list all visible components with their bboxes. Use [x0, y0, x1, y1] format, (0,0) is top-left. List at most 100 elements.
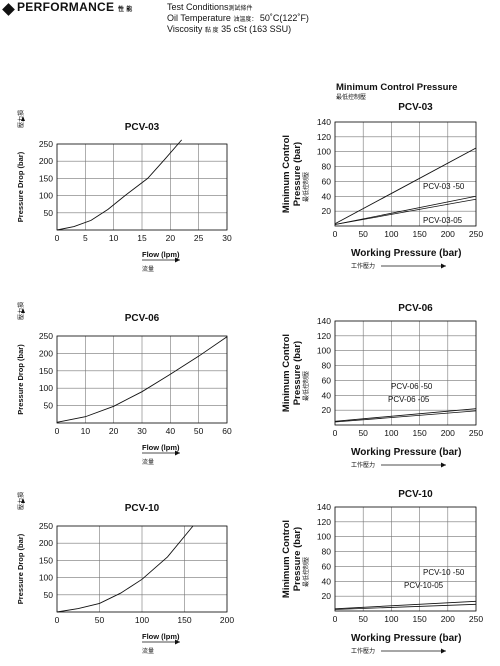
x-tick-label: 60	[222, 426, 232, 436]
chart-pressure-drop-pcv06: PCV-06 0 10 20 30 40 50 60 50 100 150 200 250 Flow (l…	[16, 302, 232, 466]
x-tick-label: 250	[469, 229, 483, 239]
series-line	[56, 525, 194, 613]
y-tick-label: 200	[39, 538, 53, 548]
test-conditions-heading: Test Conditions測試條件	[167, 2, 253, 15]
y-tick-label: 100	[39, 191, 53, 201]
series-line	[334, 198, 477, 225]
y-tick-label: 250	[39, 331, 53, 341]
section-title: Minimum Control Pressure	[336, 82, 458, 93]
x-tick-label: 20	[166, 233, 176, 243]
x-tick-label: 250	[469, 428, 483, 438]
x-tick-label: 5	[83, 233, 88, 243]
series-label: PCV-10 -50	[423, 568, 465, 577]
x-tick-label: 0	[333, 614, 338, 624]
y-tick-label: 50	[44, 208, 54, 218]
series-line	[334, 147, 477, 225]
chart-min-control-pcv10: PCV-10 0 50 100 150 200 250 20 40 60 80 100 120 140 PC…	[281, 489, 483, 655]
y-axis-arrow-icon	[21, 498, 25, 503]
y-tick-label: 80	[322, 547, 332, 557]
x-tick-label: 100	[384, 229, 398, 239]
y-tick-label: 250	[39, 139, 53, 149]
y-tick-label: 20	[322, 206, 332, 216]
chart-min-control-pcv06: PCV-06 0 50 100 150 200 250 20 40 60 80 100 120 140 PC…	[281, 303, 483, 469]
x-axis-arrow-icon	[441, 263, 446, 269]
y-tick-label: 200	[39, 348, 53, 358]
series-line	[334, 408, 477, 422]
y-tick-label: 100	[39, 383, 53, 393]
y-tick-label: 60	[322, 375, 332, 385]
y-tick-label: 150	[39, 173, 53, 183]
plot-frame	[334, 121, 477, 227]
chart-pressure-drop-pcv03: PCV-03 0 5 10 15 20 25 30 50 100 150 200 250 Flow (lp…	[16, 110, 232, 273]
x-axis-label: Flow (lpm)	[142, 250, 180, 259]
x-tick-label: 100	[384, 428, 398, 438]
oil-temperature-line: Oil Temperature 油溫度： 50˚C(122˚F)	[167, 13, 309, 26]
x-tick-label: 100	[135, 615, 149, 625]
x-axis-arrow-icon	[441, 462, 446, 468]
plot-frame	[56, 143, 228, 231]
y-tick-label: 20	[322, 405, 332, 415]
x-tick-label: 200	[441, 428, 455, 438]
x-tick-label: 0	[333, 229, 338, 239]
x-tick-label: 50	[194, 426, 204, 436]
x-tick-label: 25	[194, 233, 204, 243]
x-axis-label-cjk: 工作壓力	[351, 262, 375, 270]
x-axis-label: Working Pressure (bar)	[351, 248, 461, 259]
x-tick-label: 15	[137, 233, 147, 243]
y-axis-label-line2: Pressure (bar)	[292, 341, 303, 405]
x-tick-label: 40	[166, 426, 176, 436]
y-axis-label: Pressure Drop (bar)	[16, 151, 25, 222]
x-tick-label: 50	[358, 428, 368, 438]
plot-frame	[56, 335, 228, 424]
x-axis-arrow-icon	[175, 257, 180, 263]
y-axis-label-cjk: 壓力損	[17, 302, 25, 320]
y-tick-label: 40	[322, 390, 332, 400]
x-tick-label: 150	[177, 615, 191, 625]
section-title-cjk: 最低控制壓	[336, 95, 367, 101]
series-label: PCV-06 -05	[388, 395, 430, 404]
y-axis-label-line2: Pressure (bar)	[292, 142, 303, 206]
x-tick-label: 20	[109, 426, 119, 436]
x-tick-label: 200	[220, 615, 234, 625]
x-tick-label: 30	[222, 233, 232, 243]
viscosity-cjk: 黏 度	[204, 28, 219, 34]
y-tick-label: 100	[317, 346, 331, 356]
chart-title: PCV-06	[125, 313, 160, 324]
x-axis-label-cjk: 流量	[142, 647, 154, 655]
series-line	[334, 410, 477, 423]
y-axis-arrow-icon	[21, 116, 25, 121]
y-axis-label-line2: Pressure (bar)	[292, 527, 303, 591]
y-axis-label-line1: Minimum Control	[281, 520, 292, 598]
y-tick-label: 50	[44, 590, 54, 600]
y-tick-label: 120	[317, 517, 331, 527]
x-axis-label: Working Pressure (bar)	[351, 447, 461, 458]
y-tick-label: 250	[39, 521, 53, 531]
y-tick-label: 100	[317, 147, 331, 157]
y-tick-label: 140	[317, 316, 331, 326]
series-label: PCV-03-05	[423, 216, 463, 225]
y-axis-label-cjk: 壓力損	[17, 492, 25, 510]
x-tick-label: 0	[55, 615, 60, 625]
y-tick-label: 150	[39, 555, 53, 565]
page-title-cjk: 性 能	[117, 7, 133, 13]
x-tick-label: 250	[469, 614, 483, 624]
chart-pressure-drop-pcv10: PCV-10 0 50 100 150 200 50 100 150 200 250 Flow (lp…	[16, 492, 234, 655]
y-axis-label-line1: Minimum Control	[281, 334, 292, 412]
y-tick-label: 100	[39, 573, 53, 583]
x-axis-label-cjk: 工作壓力	[351, 461, 375, 469]
test-conditions-label: Test Conditions	[167, 2, 229, 12]
x-tick-label: 50	[358, 614, 368, 624]
x-tick-label: 150	[413, 614, 427, 624]
viscosity-line: Viscosity 黏 度 35 cSt (163 SSU)	[167, 24, 291, 37]
y-tick-label: 120	[317, 132, 331, 142]
x-tick-label: 0	[55, 233, 60, 243]
x-tick-label: 0	[55, 426, 60, 436]
x-axis-label-cjk: 工作壓力	[351, 647, 375, 655]
x-axis-label: Flow (lpm)	[142, 632, 180, 641]
chart-min-control-pcv03: PCV-03 0 50 100 150 200 250 20 40 60 80 100 120 140 PC…	[281, 102, 483, 270]
x-axis-label-cjk: 流量	[142, 458, 154, 466]
oil-temperature-value: 50˚C(122˚F)	[259, 13, 309, 23]
y-axis-label-cjk: 最低控制壓	[302, 371, 310, 401]
y-axis-label-cjk: 最低控制壓	[302, 557, 310, 587]
